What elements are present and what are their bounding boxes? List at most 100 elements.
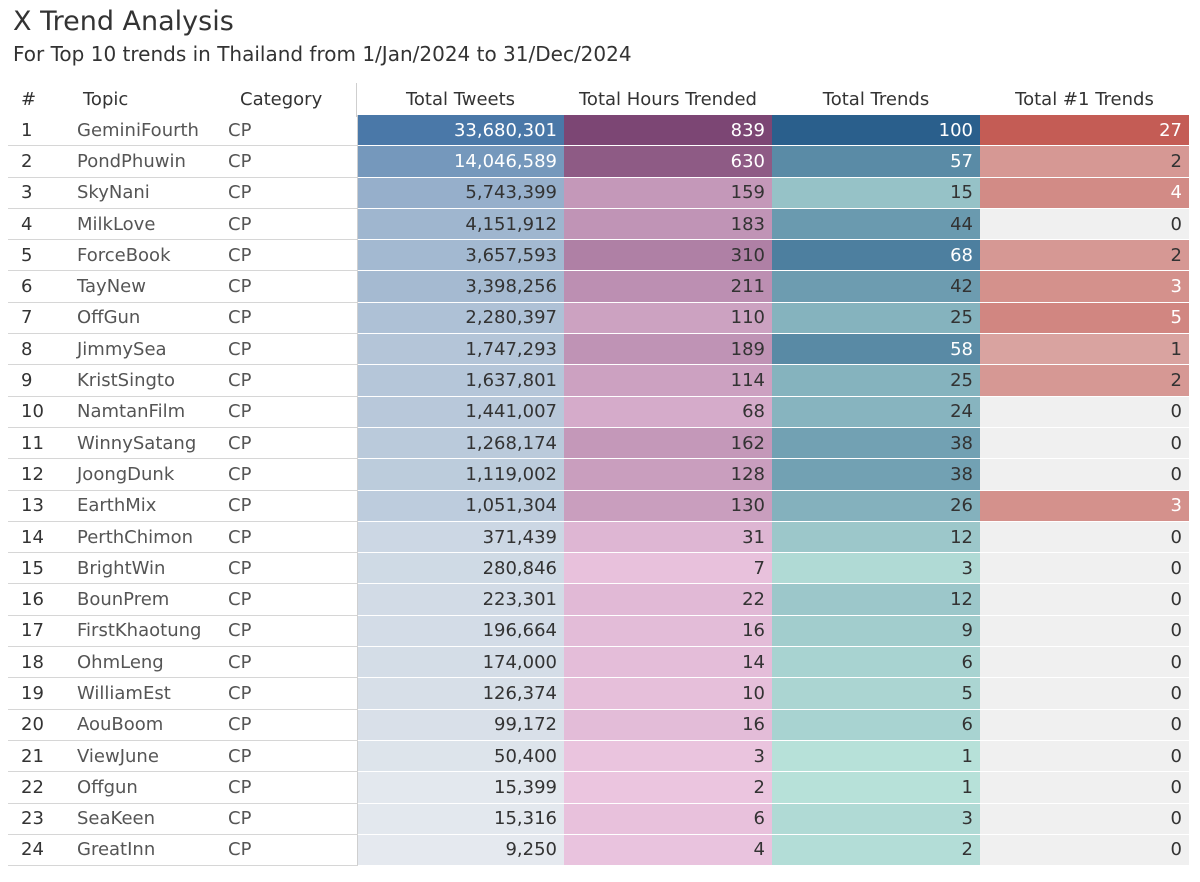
total-1-trends-cell: 0	[980, 552, 1189, 585]
total-hours-trended-cell: 16	[564, 615, 772, 648]
table-row[interactable]: 23 SeaKeen CP 15,316 6 3 0	[8, 803, 1189, 835]
total-tweets-cell: 15,316	[357, 803, 564, 835]
total-hours-trended-cell: 162	[564, 427, 772, 460]
total-1-trends-cell: 0	[980, 771, 1189, 804]
topic-cell: ForceBook	[70, 239, 228, 272]
category-cell: CP	[228, 740, 358, 773]
table-row[interactable]: 5 ForceBook CP 3,657,593 310 68 2	[8, 239, 1189, 272]
category-cell: CP	[228, 427, 358, 460]
total-trends-cell: 26	[772, 490, 980, 522]
total-tweets-cell: 223,301	[357, 583, 564, 616]
total-hours-trended-cell: 2	[564, 771, 772, 804]
rank-cell: 24	[8, 834, 70, 867]
total-1-trends-cell: 4	[980, 177, 1189, 209]
total-hours-trended-cell: 128	[564, 458, 772, 491]
total-hours-trended-cell: 839	[564, 115, 772, 147]
total-1-trends-cell: 0	[980, 740, 1189, 773]
total-tweets-cell: 1,637,801	[357, 364, 564, 397]
topic-cell: JoongDunk	[70, 458, 228, 491]
category-cell: CP	[228, 177, 358, 209]
column-header-rank[interactable]: #	[21, 89, 37, 110]
column-header-total-1-trends[interactable]: Total #1 Trends	[1015, 89, 1154, 110]
topic-cell: Offgun	[70, 771, 228, 804]
page-title: X Trend Analysis	[13, 6, 234, 37]
category-cell: CP	[228, 333, 358, 366]
table-row[interactable]: 13 EarthMix CP 1,051,304 130 26 3	[8, 490, 1189, 522]
total-hours-trended-cell: 4	[564, 834, 772, 867]
total-1-trends-cell: 2	[980, 364, 1189, 397]
total-trends-cell: 100	[772, 115, 980, 147]
table-row[interactable]: 3 SkyNani CP 5,743,399 159 15 4	[8, 177, 1189, 209]
total-1-trends-cell: 0	[980, 615, 1189, 648]
total-tweets-cell: 5,743,399	[357, 177, 564, 209]
total-1-trends-cell: 3	[980, 270, 1189, 303]
topic-cell: SkyNani	[70, 177, 228, 209]
total-hours-trended-cell: 211	[564, 270, 772, 303]
table-row[interactable]: 16 BounPrem CP 223,301 22 12 0	[8, 583, 1189, 616]
table-row[interactable]: 18 OhmLeng CP 174,000 14 6 0	[8, 646, 1189, 679]
column-header-category[interactable]: Category	[240, 89, 323, 110]
table-row[interactable]: 9 KristSingto CP 1,637,801 114 25 2	[8, 364, 1189, 397]
total-trends-cell: 42	[772, 270, 980, 303]
rank-cell: 6	[8, 270, 70, 303]
rank-cell: 15	[8, 552, 70, 585]
topic-cell: BounPrem	[70, 583, 228, 616]
table-row[interactable]: 12 JoongDunk CP 1,119,002 128 38 0	[8, 458, 1189, 491]
table-row[interactable]: 2 PondPhuwin CP 14,046,589 630 57 2	[8, 145, 1189, 178]
total-tweets-cell: 196,664	[357, 615, 564, 648]
total-tweets-cell: 1,441,007	[357, 396, 564, 428]
topic-cell: GreatInn	[70, 834, 228, 867]
total-hours-trended-cell: 10	[564, 677, 772, 710]
category-cell: CP	[228, 803, 358, 835]
total-hours-trended-cell: 68	[564, 396, 772, 428]
total-tweets-cell: 126,374	[357, 677, 564, 710]
column-header-topic[interactable]: Topic	[83, 89, 129, 110]
total-trends-cell: 3	[772, 803, 980, 835]
total-tweets-cell: 4,151,912	[357, 208, 564, 241]
category-cell: CP	[228, 302, 358, 335]
total-trends-cell: 6	[772, 646, 980, 679]
total-1-trends-cell: 0	[980, 677, 1189, 710]
total-hours-trended-cell: 114	[564, 364, 772, 397]
column-header-total-hours-trended[interactable]: Total Hours Trended	[579, 89, 757, 110]
total-1-trends-cell: 0	[980, 646, 1189, 679]
total-1-trends-cell: 0	[980, 427, 1189, 460]
total-trends-cell: 68	[772, 239, 980, 272]
table-row[interactable]: 10 NamtanFilm CP 1,441,007 68 24 0	[8, 396, 1189, 428]
table-row[interactable]: 14 PerthChimon CP 371,439 31 12 0	[8, 521, 1189, 554]
table-row[interactable]: 19 WilliamEst CP 126,374 10 5 0	[8, 677, 1189, 710]
total-tweets-cell: 371,439	[357, 521, 564, 554]
total-trends-cell: 57	[772, 145, 980, 178]
total-1-trends-cell: 1	[980, 333, 1189, 366]
table-row[interactable]: 22 Offgun CP 15,399 2 1 0	[8, 771, 1189, 804]
column-header-total-trends[interactable]: Total Trends	[822, 89, 930, 110]
table-row[interactable]: 8 JimmySea CP 1,747,293 189 58 1	[8, 333, 1189, 366]
total-trends-cell: 24	[772, 396, 980, 428]
table-row[interactable]: 17 FirstKhaotung CP 196,664 16 9 0	[8, 615, 1189, 648]
column-header-total-tweets[interactable]: Total Tweets	[405, 89, 516, 110]
table-row[interactable]: 21 ViewJune CP 50,400 3 1 0	[8, 740, 1189, 773]
total-hours-trended-cell: 110	[564, 302, 772, 335]
topic-cell: OffGun	[70, 302, 228, 335]
total-tweets-cell: 99,172	[357, 709, 564, 741]
total-hours-trended-cell: 630	[564, 145, 772, 178]
topic-cell: PondPhuwin	[70, 145, 228, 178]
table-row[interactable]: 24 GreatInn CP 9,250 4 2 0	[8, 834, 1189, 867]
total-trends-cell: 6	[772, 709, 980, 741]
page-subtitle: For Top 10 trends in Thailand from 1/Jan…	[13, 42, 632, 66]
table-row[interactable]: 15 BrightWin CP 280,846 7 3 0	[8, 552, 1189, 585]
table-row[interactable]: 1 GeminiFourth CP 33,680,301 839 100 27	[8, 115, 1189, 147]
table-row[interactable]: 20 AouBoom CP 99,172 16 6 0	[8, 709, 1189, 741]
table-row[interactable]: 7 OffGun CP 2,280,397 110 25 5	[8, 302, 1189, 335]
total-1-trends-cell: 0	[980, 583, 1189, 616]
total-trends-cell: 12	[772, 583, 980, 616]
total-hours-trended-cell: 310	[564, 239, 772, 272]
total-hours-trended-cell: 130	[564, 490, 772, 522]
topic-cell: TayNew	[70, 270, 228, 303]
total-trends-cell: 38	[772, 458, 980, 491]
table-row[interactable]: 11 WinnySatang CP 1,268,174 162 38 0	[8, 427, 1189, 460]
table-row[interactable]: 4 MilkLove CP 4,151,912 183 44 0	[8, 208, 1189, 241]
table-row[interactable]: 6 TayNew CP 3,398,256 211 42 3	[8, 270, 1189, 303]
total-hours-trended-cell: 3	[564, 740, 772, 773]
total-trends-cell: 12	[772, 521, 980, 554]
